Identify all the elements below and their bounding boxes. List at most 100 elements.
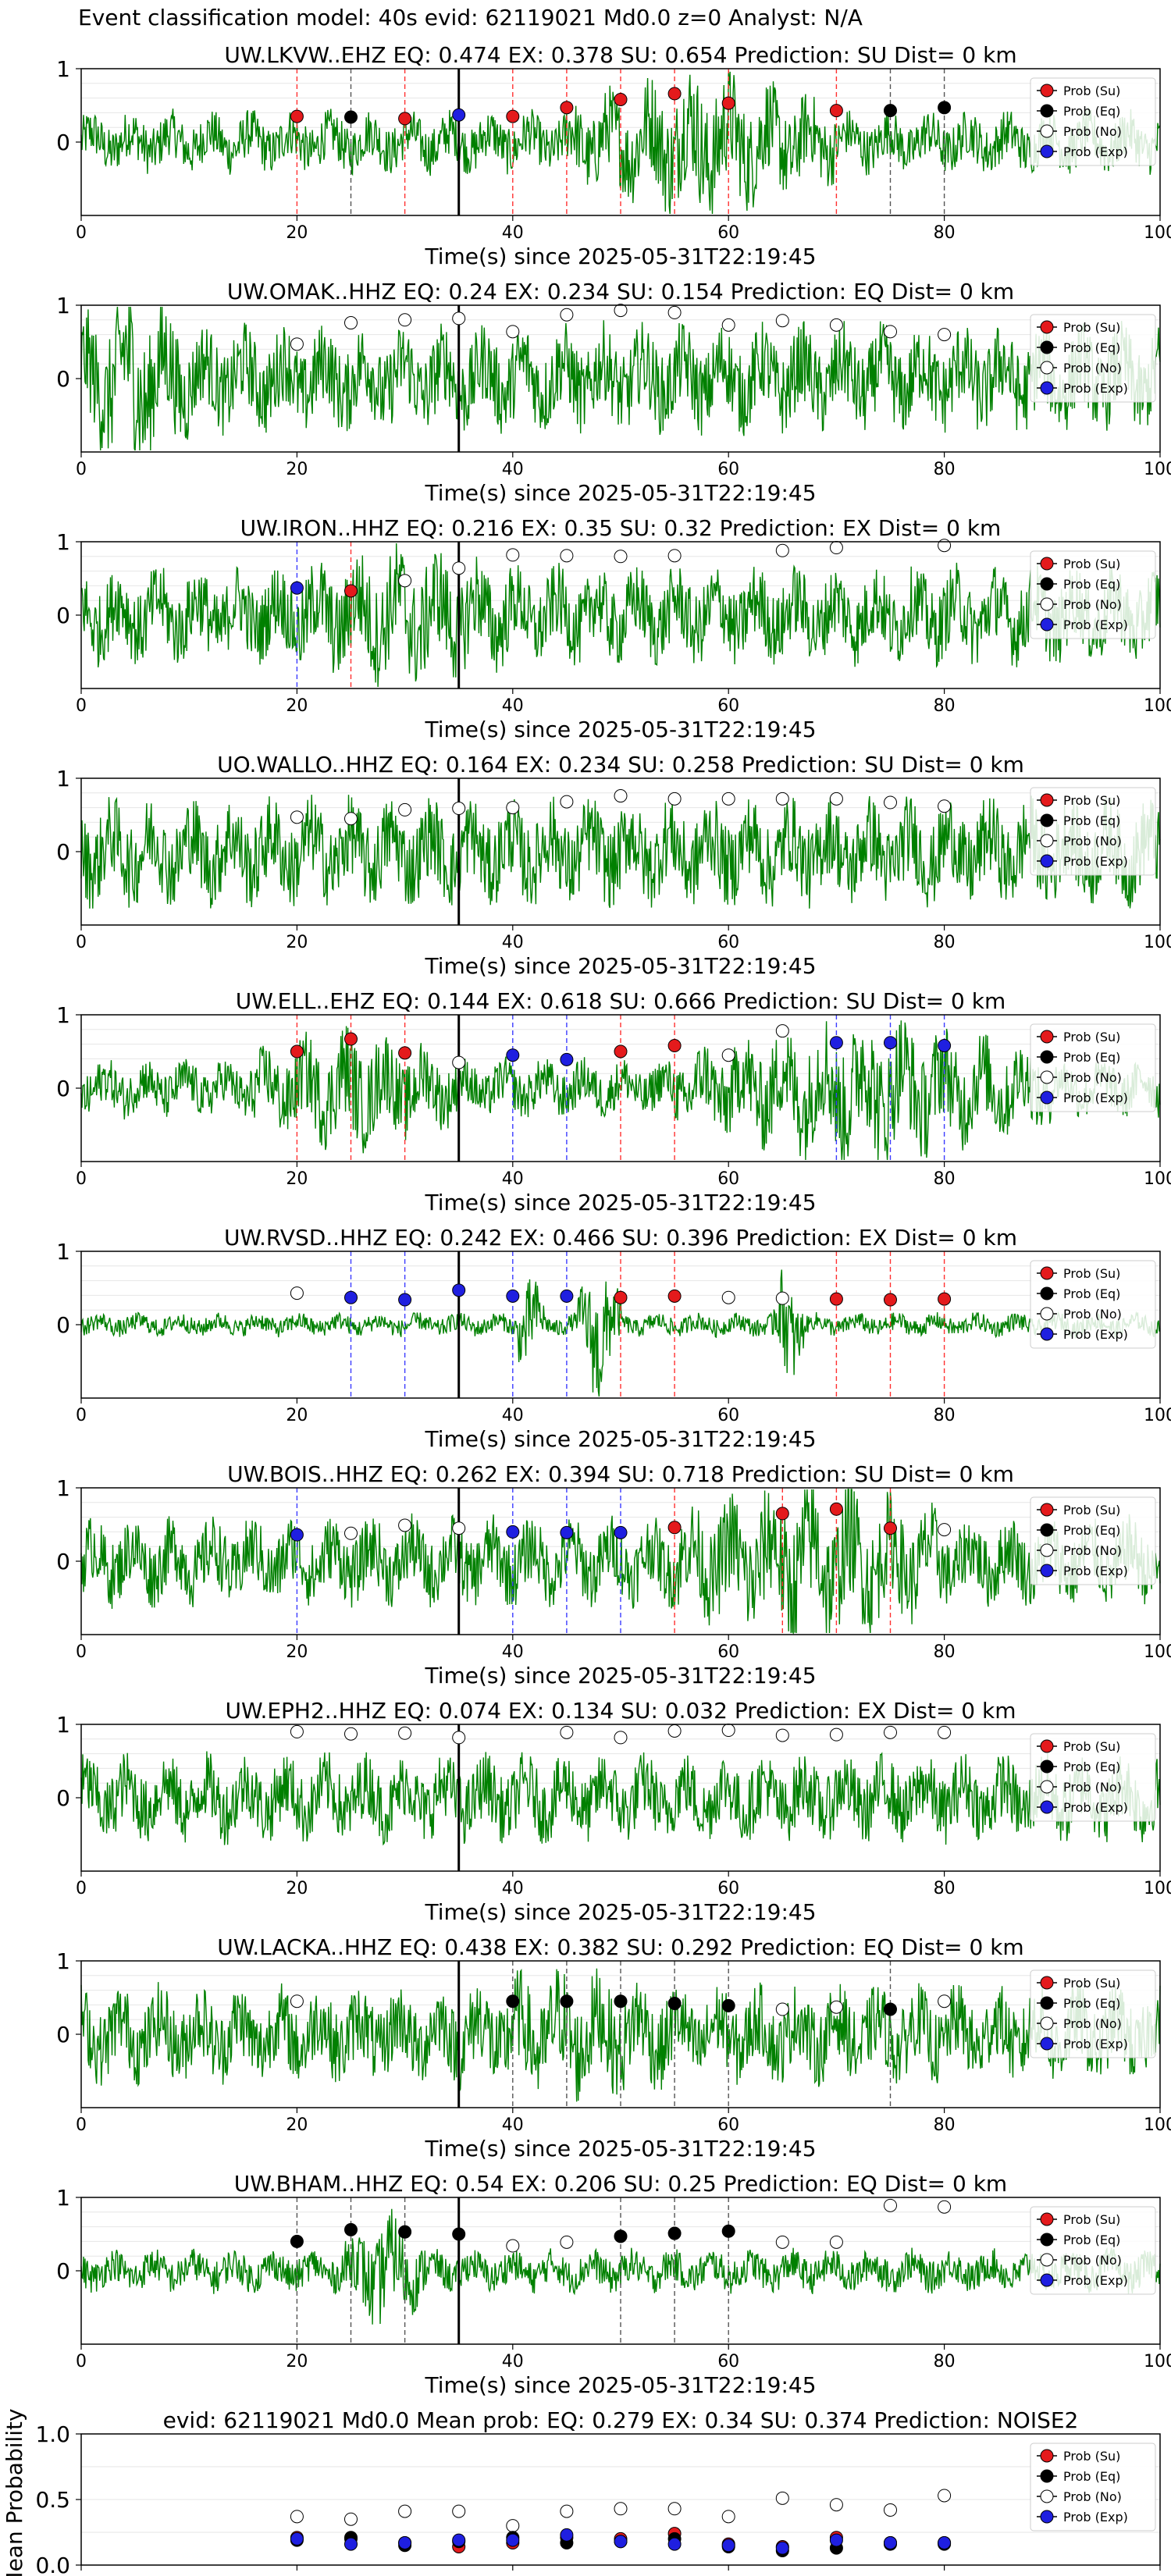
x-tick-label: 0 xyxy=(76,696,87,716)
legend-box xyxy=(1030,2206,1156,2295)
legend-box xyxy=(1030,1969,1156,2058)
legend-label-eq: Prob (Eq) xyxy=(1063,1996,1120,2011)
x-tick-label: 60 xyxy=(717,1169,739,1189)
x-tick-label: 60 xyxy=(717,223,739,243)
prob-marker-su xyxy=(829,1502,843,1516)
prob-marker-exp xyxy=(829,1036,843,1050)
legend-marker-eq xyxy=(1040,1759,1054,1774)
legend-label-su: Prob (Su) xyxy=(1063,557,1120,571)
mean-prob-marker-no xyxy=(290,2510,304,2524)
legend-label-su: Prob (Su) xyxy=(1063,793,1120,808)
x-tick-label: 100 xyxy=(1144,1879,1171,1898)
x-tick-label: 80 xyxy=(934,933,956,952)
mean-prob-marker-exp xyxy=(721,2539,735,2553)
panel-title: UW.OMAK..HHZ EQ: 0.24 EX: 0.234 SU: 0.15… xyxy=(227,279,1014,304)
y-tick-label: 1.0 xyxy=(35,2421,70,2447)
legend-label-no: Prob (No) xyxy=(1063,2016,1122,2031)
x-tick-label: 100 xyxy=(1144,696,1171,716)
mean-prob-marker-exp xyxy=(506,2533,520,2547)
x-axis-label: Time(s) since 2025-05-31T22:19:45 xyxy=(424,953,816,979)
x-tick-label: 100 xyxy=(1144,460,1171,479)
prob-marker-exp xyxy=(506,1525,520,1539)
legend-label-exp: Prob (Exp) xyxy=(1063,2037,1128,2051)
y-tick-label: 1 xyxy=(56,529,70,555)
y-tick-label: 1 xyxy=(56,1712,70,1738)
prob-marker-no xyxy=(290,1286,304,1300)
legend-label-eq: Prob (Eq) xyxy=(1063,2233,1120,2247)
waveform-trace xyxy=(80,1968,1161,2102)
x-tick-label: 80 xyxy=(934,460,956,479)
legend-marker-exp xyxy=(1040,1564,1054,1578)
panel-uo-wallo--hhz: UO.WALLO..HHZ EQ: 0.164 EX: 0.234 SU: 0.… xyxy=(56,752,1171,979)
prob-marker-eq xyxy=(884,2002,897,2016)
x-tick-label: 100 xyxy=(1144,2115,1171,2135)
prob-marker-su xyxy=(614,1290,628,1304)
y-tick-label: 1 xyxy=(56,766,70,792)
legend-box xyxy=(1030,1496,1156,1585)
x-tick-label: 0 xyxy=(76,1642,87,1662)
legend-marker-exp xyxy=(1040,1327,1054,1341)
prob-marker-no xyxy=(721,1290,735,1304)
prob-marker-su xyxy=(667,87,682,101)
prob-marker-no xyxy=(290,810,304,824)
prob-marker-no xyxy=(398,313,412,327)
prob-marker-exp xyxy=(560,1525,574,1539)
prob-marker-no xyxy=(560,549,574,563)
legend-label-eq: Prob (Eq) xyxy=(1063,2469,1120,2484)
prob-marker-su xyxy=(290,109,304,123)
prob-marker-no xyxy=(344,1526,358,1540)
legend-label-no: Prob (No) xyxy=(1063,1070,1122,1085)
y-tick-label: 1 xyxy=(56,1239,70,1265)
legend-box xyxy=(1030,2443,1156,2532)
prob-marker-exp xyxy=(884,1036,897,1050)
prob-marker-no xyxy=(938,539,952,553)
legend-label-exp: Prob (Exp) xyxy=(1063,617,1128,632)
legend-label-exp: Prob (Exp) xyxy=(1063,1327,1128,1342)
y-tick-label: 1 xyxy=(56,1475,70,1501)
prob-marker-exp xyxy=(506,1289,520,1303)
x-tick-label: 0 xyxy=(76,223,87,243)
legend-label-exp: Prob (Exp) xyxy=(1063,381,1128,396)
prob-marker-no xyxy=(884,325,897,339)
legend-label-no: Prob (No) xyxy=(1063,597,1122,612)
x-tick-label: 80 xyxy=(934,2115,956,2135)
y-tick-label: 0 xyxy=(56,1076,70,1101)
x-tick-label: 60 xyxy=(717,2352,739,2371)
mean-prob-marker-exp xyxy=(560,2528,574,2542)
prob-marker-no xyxy=(775,792,789,806)
prob-marker-no xyxy=(614,789,628,803)
prob-marker-exp xyxy=(290,1528,304,1542)
legend-marker-su xyxy=(1040,1739,1054,1753)
x-tick-label: 80 xyxy=(934,1169,956,1189)
legend-label-eq: Prob (Eq) xyxy=(1063,1523,1120,1538)
legend-label-eq: Prob (Eq) xyxy=(1063,1050,1120,1065)
waveform-trace xyxy=(80,306,1161,451)
legend-label-eq: Prob (Eq) xyxy=(1063,340,1120,355)
x-tick-label: 20 xyxy=(287,2574,307,2576)
x-tick-label: 20 xyxy=(286,696,308,716)
prob-marker-no xyxy=(344,1727,358,1741)
y-tick-label: 0 xyxy=(56,130,70,155)
prob-marker-no xyxy=(829,1727,843,1742)
prob-marker-su xyxy=(506,109,520,123)
panel-mean-probability: evid: 62119021 Md0.0 Mean prob: EQ: 0.27… xyxy=(2,2407,1161,2576)
legend-marker-exp xyxy=(1040,1091,1054,1105)
prob-marker-no xyxy=(614,1731,628,1745)
legend-label-eq: Prob (Eq) xyxy=(1063,813,1120,828)
prob-marker-no xyxy=(829,2000,843,2014)
x-tick-label: 60 xyxy=(717,1642,739,1662)
legend-marker-su xyxy=(1040,1030,1054,1044)
prob-marker-eq xyxy=(614,1994,628,2008)
prob-marker-exp xyxy=(560,1289,574,1303)
x-tick-label: 40 xyxy=(502,1169,524,1189)
x-tick-label: 40 xyxy=(502,696,524,716)
prob-marker-no xyxy=(775,314,789,328)
x-axis-label: Time(s) since 2025-05-31T22:19:45 xyxy=(424,244,816,269)
mean-prob-marker-no xyxy=(452,2504,466,2518)
prob-marker-no xyxy=(884,2198,897,2212)
panel-uw-eph2--hhz: UW.EPH2..HHZ EQ: 0.074 EX: 0.134 SU: 0.0… xyxy=(56,1698,1171,1925)
legend-marker-su xyxy=(1040,2449,1054,2463)
x-tick-label: 60 xyxy=(717,2115,739,2135)
prob-marker-no xyxy=(560,308,574,322)
